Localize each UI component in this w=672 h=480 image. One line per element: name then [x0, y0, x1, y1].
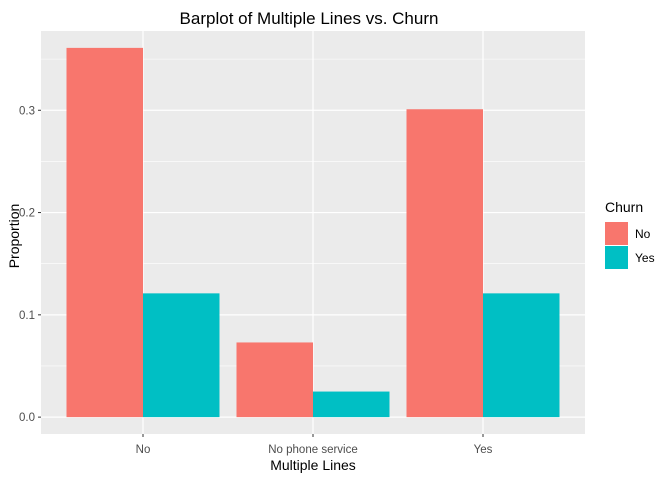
legend-label-no: No	[635, 227, 651, 241]
y-tick-label: 0.0	[19, 412, 35, 424]
x-axis-ticks: No No phone service Yes	[136, 434, 493, 456]
bar-yes-no	[143, 293, 220, 418]
bar-yes-no-phone-service	[313, 391, 390, 418]
bars	[66, 47, 560, 418]
y-tick-label: 0.3	[19, 105, 35, 117]
y-tick-label: 0.1	[19, 310, 35, 322]
x-tick-label: Yes	[474, 444, 493, 456]
y-axis-ticks: 0.0 0.1 0.2 0.3	[19, 105, 41, 424]
legend-title: Churn	[605, 199, 643, 215]
legend-key-yes	[605, 246, 628, 269]
y-tick-label: 0.2	[19, 208, 35, 220]
bar-no-no	[66, 47, 143, 418]
chart-title: Barplot of Multiple Lines vs. Churn	[180, 9, 439, 28]
x-axis-title: Multiple Lines	[270, 457, 356, 473]
bar-no-yes	[406, 109, 483, 418]
bar-no-no-phone-service	[236, 342, 313, 418]
x-tick-label: No phone service	[268, 444, 358, 456]
legend: Churn No Yes	[605, 199, 655, 269]
x-tick-label: No	[136, 444, 151, 456]
legend-label-yes: Yes	[635, 251, 655, 265]
bar-yes-yes	[483, 293, 560, 418]
y-axis-title: Proportion	[6, 204, 22, 269]
legend-key-no	[605, 222, 628, 245]
